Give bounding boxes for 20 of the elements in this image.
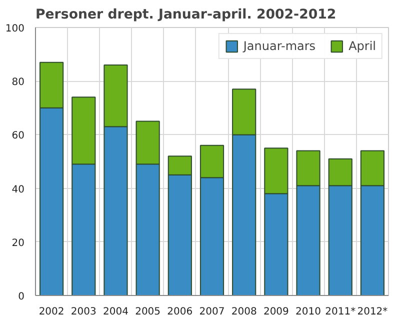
x-tick-label: 2006 [167, 306, 193, 318]
y-tick-label: 40 [12, 184, 25, 196]
x-tick-label: 2005 [135, 306, 161, 318]
y-tick-label: 20 [12, 238, 25, 249]
x-tick-label: 2012* [357, 306, 388, 318]
y-tick-label: 100 [5, 24, 25, 34]
x-tick-label: 2002 [38, 306, 64, 318]
x-tick-label: 2008 [231, 306, 257, 318]
y-tick-label: 60 [12, 130, 25, 142]
chart-title: Personer drept. Januar-april. 2002-2012 [36, 8, 336, 22]
x-tick-label: 2011* [325, 306, 356, 318]
x-tick-label: 2003 [70, 306, 96, 318]
legend-label: Januar-mars [243, 39, 316, 53]
y-tick-label: 0 [18, 292, 25, 302]
x-tick-label: 2010 [296, 306, 321, 318]
x-tick-label: 2009 [263, 306, 289, 318]
x-tick-label: 2007 [199, 306, 225, 318]
legend-label: April [348, 39, 376, 53]
x-tick-label: 2004 [103, 306, 128, 318]
y-tick-label: 80 [12, 77, 25, 88]
